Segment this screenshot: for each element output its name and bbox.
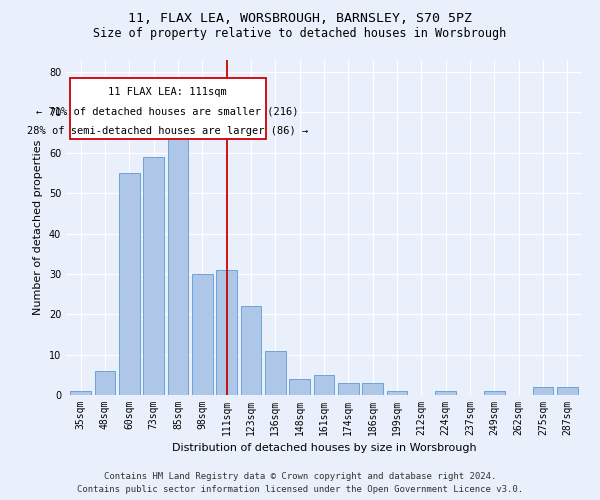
- Text: 28% of semi-detached houses are larger (86) →: 28% of semi-detached houses are larger (…: [27, 126, 308, 136]
- X-axis label: Distribution of detached houses by size in Worsbrough: Distribution of detached houses by size …: [172, 444, 476, 454]
- Bar: [484, 391, 505, 395]
- Bar: [289, 379, 310, 395]
- Bar: [70, 78, 266, 138]
- Bar: [338, 383, 359, 395]
- Bar: [95, 371, 115, 395]
- Bar: [216, 270, 237, 395]
- Text: Contains HM Land Registry data © Crown copyright and database right 2024.
Contai: Contains HM Land Registry data © Crown c…: [77, 472, 523, 494]
- Bar: [119, 173, 140, 395]
- Bar: [265, 350, 286, 395]
- Bar: [314, 375, 334, 395]
- Bar: [192, 274, 212, 395]
- Text: 11, FLAX LEA, WORSBROUGH, BARNSLEY, S70 5PZ: 11, FLAX LEA, WORSBROUGH, BARNSLEY, S70 …: [128, 12, 472, 26]
- Bar: [70, 391, 91, 395]
- Bar: [362, 383, 383, 395]
- Text: Size of property relative to detached houses in Worsbrough: Size of property relative to detached ho…: [94, 28, 506, 40]
- Y-axis label: Number of detached properties: Number of detached properties: [33, 140, 43, 315]
- Bar: [167, 120, 188, 395]
- Text: ← 71% of detached houses are smaller (216): ← 71% of detached houses are smaller (21…: [37, 106, 299, 117]
- Bar: [436, 391, 456, 395]
- Bar: [143, 157, 164, 395]
- Bar: [533, 387, 553, 395]
- Bar: [386, 391, 407, 395]
- Text: 11 FLAX LEA: 111sqm: 11 FLAX LEA: 111sqm: [108, 87, 227, 97]
- Bar: [241, 306, 262, 395]
- Bar: [557, 387, 578, 395]
